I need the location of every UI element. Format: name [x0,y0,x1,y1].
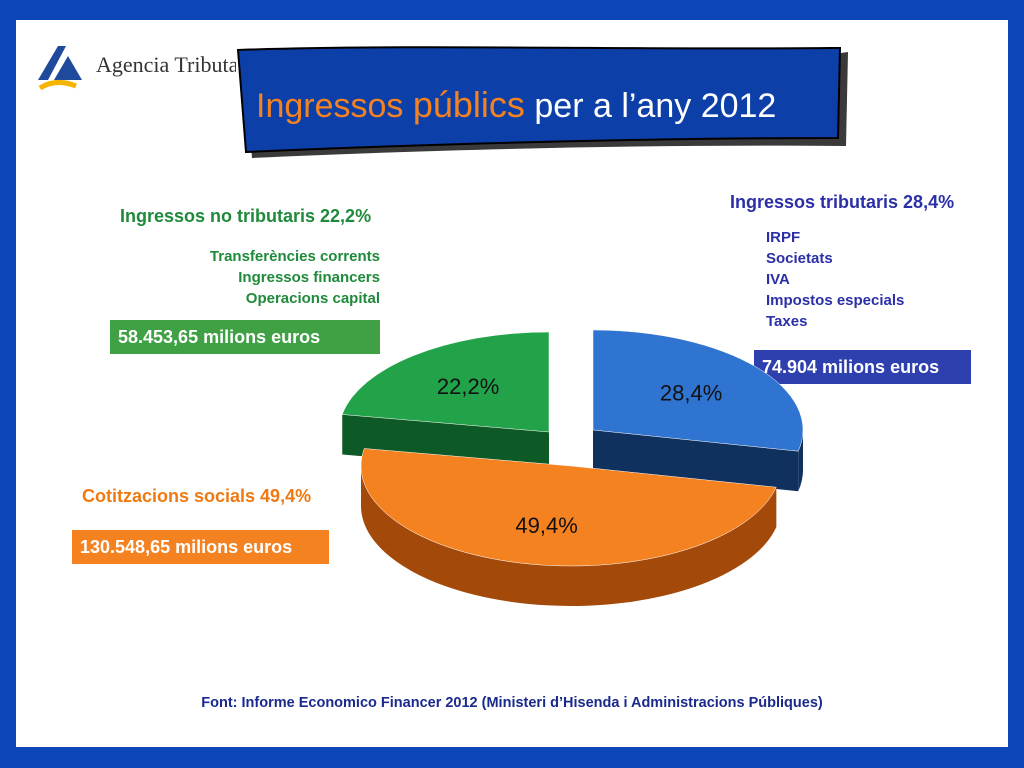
non-tax-heading: Ingressos no tributaris 22,2% [120,206,372,226]
title-part-2: públics [412,84,525,125]
tax-item: Impostos especials [766,292,905,309]
title-banner [236,46,848,158]
pie-slice-label: 28,4% [660,380,722,405]
pie-slice-top [341,331,550,433]
tax-item: IVA [766,271,790,288]
non-tax-items: Transferències corrents Ingressos financ… [136,246,380,309]
non-tax-item: Operacions capital [245,290,380,307]
non-tax-item: Ingressos financers [238,269,380,286]
tax-item: Societats [766,250,833,267]
tax-heading: Ingressos tributaris 28,4% [730,192,955,212]
social-amount: 130.548,65 milions euros [72,530,329,564]
title-part-3: per a l’any 2012 [534,87,777,125]
title-part-1: Ingressos [256,87,404,125]
pie-slice-label: 22,2% [437,374,499,399]
agency-logo-text: Agencia Tributaria [96,52,236,77]
tax-items: IRPF Societats IVA Impostos especials Ta… [766,227,904,332]
page-title: Ingressos públics per a l’any 2012 [256,84,776,126]
pie-slice-top [360,448,777,567]
tax-item: Taxes [766,313,808,330]
tax-amount: 74.904 milions euros [754,350,971,384]
agency-logo-icon [38,46,82,91]
tax-item: IRPF [766,229,801,246]
pie-slice-3 [360,448,777,606]
pie-slice-side [361,466,777,606]
slide: Agencia Tributaria Ingressos públics per… [16,20,1008,747]
non-tax-amount: 58.453,65 milions euros [110,320,380,354]
non-tax-item: Transferències corrents [209,248,380,265]
pie-slice-top [592,329,804,452]
source-note: Font: Informe Economico Financer 2012 (M… [201,695,823,711]
pie-chart: 22,2% 28,4% 49,4% [341,329,804,606]
pie-slice-2 [592,329,804,492]
social-heading: Cotitzacions socials 49,4% [82,486,312,506]
pie-slice-cut [593,430,799,492]
pie-slice-label: 49,4% [515,513,577,538]
pie-slice-side [798,430,803,492]
agency-logo: Agencia Tributaria [32,38,242,98]
